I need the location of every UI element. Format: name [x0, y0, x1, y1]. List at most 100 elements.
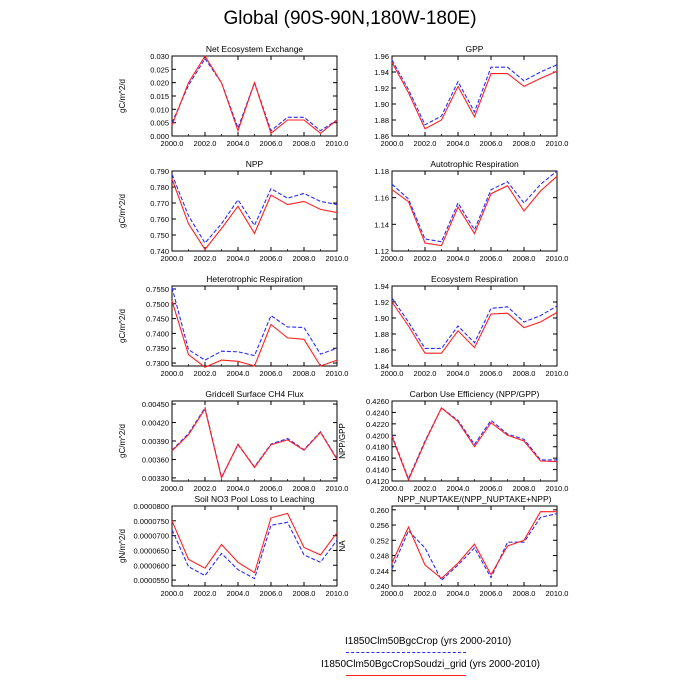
plot-frame [171, 285, 338, 367]
x-tick-label: 2008.0 [293, 369, 316, 378]
plot-frame [391, 55, 558, 137]
y-tick-label: 0.00390 [142, 437, 169, 446]
x-tick-label: 2002.0 [414, 254, 437, 263]
y-tick-label: 0.0000550 [134, 576, 169, 585]
x-tick-label: 2000.0 [381, 139, 404, 148]
chart-title: Heterotrophic Respiration [206, 274, 303, 284]
y-tick-label: 0.4200 [366, 431, 389, 440]
x-tick-label: 2002.0 [414, 589, 437, 598]
y-tick-label: 0.740 [150, 247, 169, 256]
y-axis-label: NPP/GPP [338, 423, 347, 459]
x-tick-label: 2008.0 [293, 139, 316, 148]
series-line-experiment [171, 407, 338, 480]
x-tick-label: 2006.0 [260, 254, 283, 263]
y-tick-label: 1.84 [374, 362, 389, 371]
y-tick-label: 0.030 [150, 52, 169, 61]
legend-line-experiment [346, 675, 466, 676]
y-tick-label: 0.00330 [142, 474, 169, 483]
y-tick-label: 1.14 [374, 220, 389, 229]
y-tick-label: 0.4120 [366, 477, 389, 486]
y-tick-label: 0.256 [370, 521, 389, 530]
x-tick-label: 2006.0 [260, 589, 283, 598]
x-tick-label: 2008.0 [293, 589, 316, 598]
x-tick-label: 2010.0 [546, 589, 569, 598]
series-line-experiment [171, 512, 338, 574]
x-tick-label: 2002.0 [194, 139, 217, 148]
chart-10: NPP_NUPTAKE/(NPP_NUPTAKE+NPP) NA 2000.0 200… [338, 494, 568, 598]
series-line-control [391, 59, 558, 126]
y-tick-label: 1.86 [374, 132, 389, 141]
chart-3: NPP gC/m^2/d 2000.0 2002.0 2004.0 2006.0 2008.… [118, 159, 348, 263]
series-line-control [391, 407, 557, 481]
y-tick-label: 0.0000800 [134, 502, 169, 511]
x-tick-label: 2000.0 [161, 589, 184, 598]
x-tick-label: 2002.0 [414, 369, 437, 378]
x-tick-label: 2000.0 [161, 254, 184, 263]
x-tick-label: 2000.0 [161, 484, 184, 493]
x-tick-label: 2000.0 [381, 369, 404, 378]
x-tick-label: 2006.0 [260, 484, 283, 493]
x-tick-label: 2004.0 [227, 369, 250, 378]
series-line-control [391, 297, 558, 349]
x-tick-label: 2002.0 [414, 484, 437, 493]
chart-1: Net Ecosystem Exchange gC/m^2/d 2000.0 2002… [118, 44, 348, 148]
chart-title: NPP [246, 159, 264, 169]
x-tick-label: 2004.0 [227, 254, 250, 263]
y-tick-label: 1.94 [374, 68, 389, 77]
x-tick-label: 2006.0 [480, 484, 503, 493]
y-tick-label: 0.7300 [146, 359, 169, 368]
y-tick-label: 0.010 [150, 105, 169, 114]
x-tick-label: 2008.0 [513, 254, 536, 263]
x-tick-label: 2000.0 [161, 369, 184, 378]
legend-label-control: I1850Clm50BgcCrop (yrs 2000-2010) [345, 636, 512, 647]
x-tick-label: 2004.0 [447, 484, 470, 493]
y-tick-label: 0.7350 [146, 344, 169, 353]
x-tick-label: 2008.0 [513, 589, 536, 598]
y-tick-label: 1.16 [374, 194, 389, 203]
y-tick-label: 0.025 [150, 65, 169, 74]
y-tick-label: 0.4180 [366, 443, 389, 452]
chart-2: GPP 2000.0 2002.0 2004.0 2006.0 2008.0 2010.0 1… [374, 44, 568, 148]
series-line-experiment [391, 175, 558, 247]
x-tick-label: 2008.0 [513, 139, 536, 148]
series-line-experiment [391, 407, 558, 482]
y-tick-label: 1.90 [374, 314, 389, 323]
y-tick-label: 1.92 [374, 84, 389, 93]
y-tick-label: 0.00360 [142, 455, 169, 464]
y-axis-label: NA [338, 540, 347, 552]
x-tick-label: 2004.0 [227, 139, 250, 148]
y-tick-label: 0.7450 [146, 315, 169, 324]
x-tick-label: 2010.0 [326, 369, 349, 378]
x-tick-label: 2006.0 [260, 139, 283, 148]
y-tick-label: 0.244 [370, 567, 389, 576]
x-tick-label: 2004.0 [447, 589, 470, 598]
x-tick-label: 2010.0 [546, 254, 569, 263]
x-tick-label: 2002.0 [194, 589, 217, 598]
chart-6: Ecosystem Respiration 2000.0 2002.0 2004.0 2… [374, 274, 568, 378]
x-tick-label: 2002.0 [414, 139, 437, 148]
y-tick-label: 1.88 [374, 330, 389, 339]
x-tick-label: 2004.0 [227, 484, 250, 493]
x-tick-label: 2006.0 [480, 369, 503, 378]
x-tick-label: 2010.0 [546, 369, 569, 378]
y-axis-label: gC/m^2/d [118, 194, 127, 228]
y-tick-label: 0.00450 [142, 400, 169, 409]
y-axis-label: gC/m^2/d [118, 309, 127, 343]
chart-title: Carbon Use Efficiency (NPP/GPP) [410, 389, 540, 399]
chart-title: Soil NO3 Pool Loss to Leaching [194, 494, 314, 504]
y-tick-label: 0.0000750 [134, 517, 169, 526]
x-tick-label: 2002.0 [194, 484, 217, 493]
plot-frame [171, 505, 338, 587]
x-tick-label: 2010.0 [326, 589, 349, 598]
x-tick-label: 2004.0 [227, 589, 250, 598]
series-line-experiment [391, 511, 557, 580]
y-tick-label: 0.750 [150, 231, 169, 240]
y-tick-label: 0.0000700 [134, 532, 169, 541]
y-tick-label: 0.252 [370, 536, 389, 545]
series-line-experiment [171, 300, 338, 368]
plot-frame [391, 170, 558, 252]
chart-7: Gridcell Surface CH4 Flux gC/m^2/d 2000.0 2… [118, 389, 348, 493]
series-line-experiment [171, 54, 338, 135]
plot-frame [391, 400, 558, 482]
chart-4: Autotrophic Respiration 2000.0 2002.0 2004.… [374, 159, 568, 263]
